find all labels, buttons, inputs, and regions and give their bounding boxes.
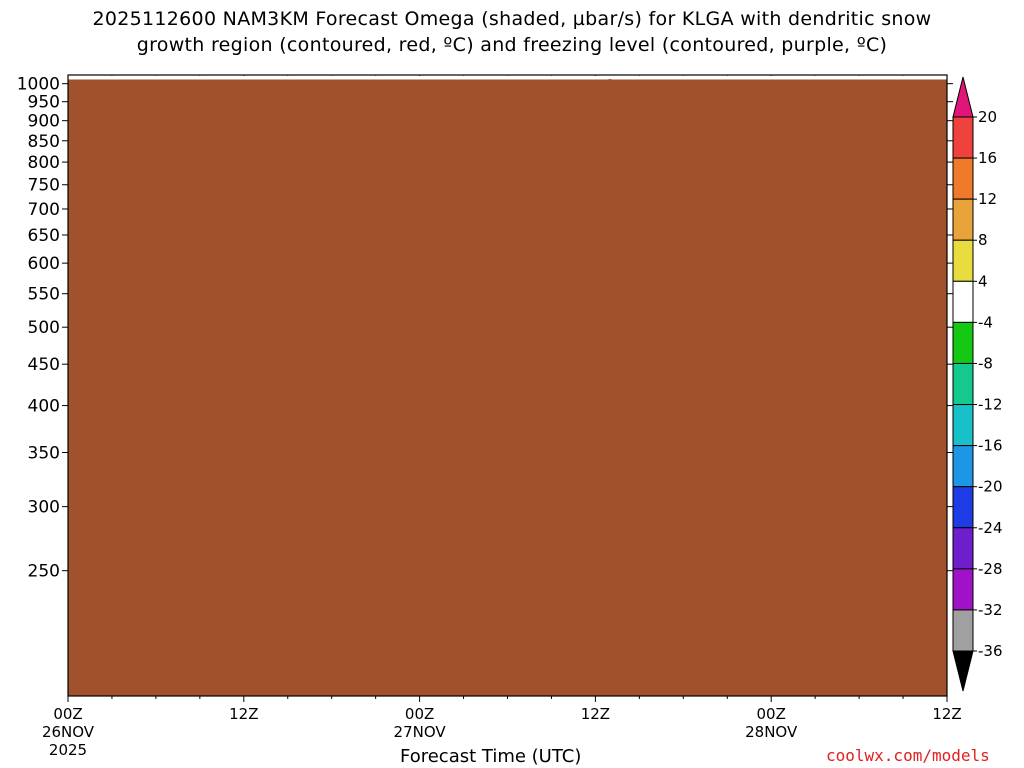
y-tick-label-6: 550 <box>28 285 60 305</box>
y-tick-label-13: 900 <box>28 112 60 132</box>
chart-title-line-2: growth region (contoured, red, ºC) and f… <box>136 34 888 56</box>
y-tick-label-12: 850 <box>28 132 60 152</box>
source-credit: coolwx.com/models <box>826 746 990 765</box>
x-tick-year-0: 2025 <box>49 741 87 759</box>
ground-surface <box>68 79 947 697</box>
colorbar-label-7: -12 <box>978 396 1003 414</box>
colorbar-top-arrow <box>952 76 974 118</box>
colorbar-bin-11 <box>952 568 974 611</box>
colorbar-bin-3 <box>952 239 974 282</box>
colorbar-label-8: -16 <box>978 437 1003 455</box>
y-tick-label-14: 950 <box>28 93 60 113</box>
colorbar-label-11: -28 <box>978 560 1003 578</box>
y-tick-label-11: 800 <box>28 153 60 173</box>
colorbar-label-3: 8 <box>978 231 988 249</box>
y-tick-label-10: 750 <box>28 176 60 196</box>
colorbar-bin-4 <box>952 280 974 323</box>
x-tick-label-3: 12Z <box>581 705 610 723</box>
y-tick-label-7: 600 <box>28 254 60 274</box>
x-axis-label: Forecast Time (UTC) <box>400 746 582 767</box>
y-tick-label-1: 300 <box>28 498 60 518</box>
colorbar-bin-5 <box>952 321 974 364</box>
colorbar-label-4: 4 <box>978 272 988 290</box>
axes-layer: 2503003504004505005506006507007508008509… <box>17 74 962 759</box>
x-tick-date-2: 27NOV <box>394 723 447 741</box>
colorbar-bin-6 <box>952 362 974 406</box>
colorbar-bin-8 <box>952 445 974 488</box>
colorbar-label-5: -4 <box>978 313 993 331</box>
colorbar: 20 16 12 8 4 -4 -8 -12 -16 -20 -24 -28 -32 -36 <box>952 76 1003 692</box>
colorbar-bin-9 <box>952 486 974 529</box>
y-tick-label-9: 700 <box>28 200 60 220</box>
colorbar-bottom-arrow <box>952 650 974 692</box>
x-tick-date-0: 26NOV <box>42 723 95 741</box>
colorbar-label-9: -20 <box>978 478 1003 496</box>
x-tick-label-0: 00Z <box>53 705 82 723</box>
y-tick-label-5: 500 <box>28 318 60 338</box>
colorbar-bin-7 <box>952 404 974 447</box>
colorbar-label-6: -8 <box>978 354 993 372</box>
x-tick-label-5: 12Z <box>932 705 961 723</box>
ground-layer <box>68 79 947 697</box>
y-tick-label-8: 650 <box>28 226 60 246</box>
x-tick-label-2: 00Z <box>405 705 434 723</box>
y-tick-label-15: 1000 <box>17 75 60 95</box>
colorbar-bin-10 <box>952 527 974 570</box>
colorbar-label-2: 12 <box>978 190 997 208</box>
colorbar-label-12: -32 <box>978 601 1003 619</box>
colorbar-bin-0 <box>952 116 974 159</box>
y-tick-label-2: 350 <box>28 443 60 463</box>
x-tick-date-4: 28NOV <box>745 723 798 741</box>
y-tick-label-3: 400 <box>28 397 60 417</box>
colorbar-bin-1 <box>952 157 974 200</box>
y-tick-label-0: 250 <box>28 562 60 582</box>
colorbar-label-0: 20 <box>978 108 997 126</box>
x-tick-label-1: 12Z <box>229 705 258 723</box>
colorbar-bin-12 <box>952 609 974 652</box>
colorbar-label-1: 16 <box>978 149 997 167</box>
chart-title-line-1: 2025112600 NAM3KM Forecast Omega (shaded… <box>92 8 932 30</box>
colorbar-bin-2 <box>952 198 974 241</box>
colorbar-label-13: -36 <box>978 642 1003 660</box>
y-tick-label-4: 450 <box>28 355 60 375</box>
x-tick-label-4: 00Z <box>757 705 786 723</box>
colorbar-label-10: -24 <box>978 519 1003 537</box>
